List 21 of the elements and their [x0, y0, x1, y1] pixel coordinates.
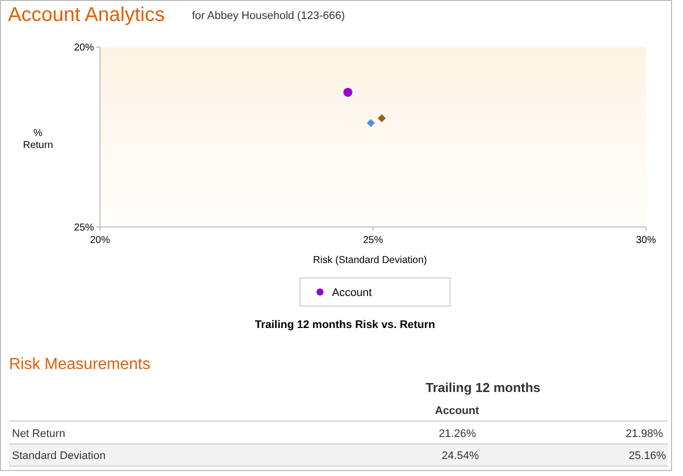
text: Trailing 12 months Risk vs. Return: [254, 319, 436, 331]
text: 21.98%: [626, 428, 664, 440]
x-tick-label: 25%: [362, 235, 384, 246]
x-tick-label: 20%: [90, 235, 110, 246]
text: Trailing 12 months: [426, 380, 540, 395]
x-tick-label: 30%: [636, 235, 656, 246]
text: Risk Measurements: [9, 356, 150, 373]
text: Net Return: [12, 428, 66, 440]
chart-title: Account Analytics: [8, 4, 165, 26]
text: 25.16%: [628, 450, 666, 462]
text: Account: [435, 405, 480, 417]
text: Standard Deviation: [12, 450, 106, 462]
x-axis-title: Risk (Standard Deviation): [313, 255, 427, 266]
point: [366, 118, 375, 127]
text: 24.54%: [442, 450, 480, 462]
point: [343, 88, 352, 97]
chart-subtitle: for Abbey Household (123-666): [192, 10, 345, 22]
legend-label: Account: [332, 286, 372, 299]
y-axis-title: % Return: [22, 128, 54, 151]
point: [378, 114, 386, 122]
text: 21.26%: [438, 428, 476, 440]
